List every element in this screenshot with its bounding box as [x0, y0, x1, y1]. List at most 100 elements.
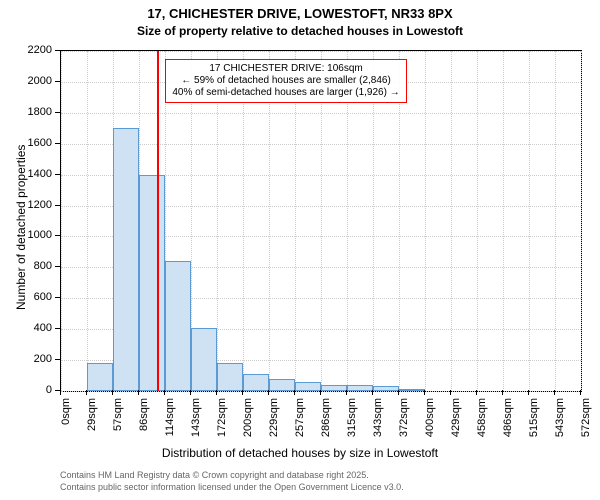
chart-title-sub: Size of property relative to detached ho…	[0, 24, 600, 38]
x-tick-label: 572sqm	[580, 398, 592, 448]
x-tick	[268, 390, 269, 395]
histogram-bar	[217, 363, 243, 391]
x-gridline	[581, 51, 582, 391]
histogram-bar	[295, 382, 321, 391]
histogram-bar	[87, 363, 113, 391]
x-gridline	[451, 51, 452, 391]
y-tick	[55, 266, 60, 267]
x-tick-label: 29sqm	[86, 398, 98, 448]
histogram-bar	[191, 328, 217, 391]
x-tick	[476, 390, 477, 395]
x-tick-label: 343sqm	[372, 398, 384, 448]
histogram-bar	[373, 386, 399, 391]
y-gridline	[61, 391, 581, 392]
x-tick-label: 114sqm	[164, 398, 176, 448]
chart-container: 17, CHICHESTER DRIVE, LOWESTOFT, NR33 8P…	[0, 0, 600, 500]
histogram-bar	[399, 389, 425, 391]
y-tick	[55, 174, 60, 175]
y-tick	[55, 112, 60, 113]
x-tick-label: 172sqm	[216, 398, 228, 448]
x-tick	[294, 390, 295, 395]
x-gridline	[555, 51, 556, 391]
x-tick-label: 229sqm	[268, 398, 280, 448]
y-tick-label: 0	[0, 384, 52, 396]
y-tick	[55, 297, 60, 298]
y-tick	[55, 81, 60, 82]
x-tick	[86, 390, 87, 395]
x-tick	[138, 390, 139, 395]
histogram-bar	[269, 379, 295, 391]
x-tick-label: 429sqm	[450, 398, 462, 448]
x-tick	[60, 390, 61, 395]
x-gridline	[477, 51, 478, 391]
histogram-bar	[139, 175, 165, 391]
y-tick-label: 2200	[0, 44, 52, 56]
y-tick-label: 1000	[0, 229, 52, 241]
histogram-bar	[243, 374, 269, 391]
x-gridline	[61, 51, 62, 391]
x-tick-label: 86sqm	[138, 398, 150, 448]
x-tick	[320, 390, 321, 395]
y-tick-label: 1400	[0, 168, 52, 180]
x-tick	[424, 390, 425, 395]
x-tick	[216, 390, 217, 395]
x-gridline	[503, 51, 504, 391]
annotation-line-1: 17 CHICHESTER DRIVE: 106sqm	[172, 63, 399, 75]
footer-line-2: Contains public sector information licen…	[60, 482, 404, 492]
x-tick-label: 315sqm	[346, 398, 358, 448]
x-gridline	[425, 51, 426, 391]
x-tick	[346, 390, 347, 395]
x-tick-label: 515sqm	[528, 398, 540, 448]
x-tick-label: 543sqm	[554, 398, 566, 448]
y-tick-label: 1200	[0, 199, 52, 211]
x-tick	[190, 390, 191, 395]
x-tick	[554, 390, 555, 395]
x-tick	[112, 390, 113, 395]
footer-line-1: Contains HM Land Registry data © Crown c…	[60, 470, 369, 480]
x-tick	[502, 390, 503, 395]
x-tick-label: 486sqm	[502, 398, 514, 448]
y-tick-label: 1600	[0, 137, 52, 149]
x-tick	[164, 390, 165, 395]
annotation-line-3: 40% of semi-detached houses are larger (…	[172, 87, 399, 99]
y-tick	[55, 235, 60, 236]
histogram-bar	[165, 261, 191, 391]
x-gridline	[529, 51, 530, 391]
annotation-line-2: ← 59% of detached houses are smaller (2,…	[172, 75, 399, 87]
plot-area: 17 CHICHESTER DRIVE: 106sqm← 59% of deta…	[60, 50, 582, 392]
x-tick-label: 0sqm	[60, 398, 72, 448]
y-tick	[55, 143, 60, 144]
chart-title-main: 17, CHICHESTER DRIVE, LOWESTOFT, NR33 8P…	[0, 6, 600, 21]
x-tick-label: 143sqm	[190, 398, 202, 448]
histogram-bar	[347, 385, 373, 391]
x-tick-label: 372sqm	[398, 398, 410, 448]
x-tick-label: 57sqm	[112, 398, 124, 448]
y-tick-label: 1800	[0, 106, 52, 118]
x-tick-label: 400sqm	[424, 398, 436, 448]
x-tick	[450, 390, 451, 395]
x-tick	[242, 390, 243, 395]
histogram-bar	[321, 385, 347, 391]
y-tick	[55, 205, 60, 206]
y-tick-label: 600	[0, 291, 52, 303]
x-tick-label: 257sqm	[294, 398, 306, 448]
x-tick-label: 200sqm	[242, 398, 254, 448]
y-tick-label: 800	[0, 260, 52, 272]
y-tick	[55, 50, 60, 51]
y-tick	[55, 359, 60, 360]
y-tick-label: 2000	[0, 75, 52, 87]
histogram-bar	[113, 128, 139, 391]
y-tick-label: 400	[0, 322, 52, 334]
x-tick	[398, 390, 399, 395]
x-axis-label: Distribution of detached houses by size …	[0, 446, 600, 460]
x-gridline	[87, 51, 88, 391]
annotation-box: 17 CHICHESTER DRIVE: 106sqm← 59% of deta…	[165, 59, 406, 103]
x-tick	[372, 390, 373, 395]
x-tick-label: 458sqm	[476, 398, 488, 448]
y-tick-label: 200	[0, 353, 52, 365]
y-tick	[55, 328, 60, 329]
x-tick-label: 286sqm	[320, 398, 332, 448]
x-tick	[580, 390, 581, 395]
property-marker-line	[157, 51, 159, 391]
x-tick	[528, 390, 529, 395]
